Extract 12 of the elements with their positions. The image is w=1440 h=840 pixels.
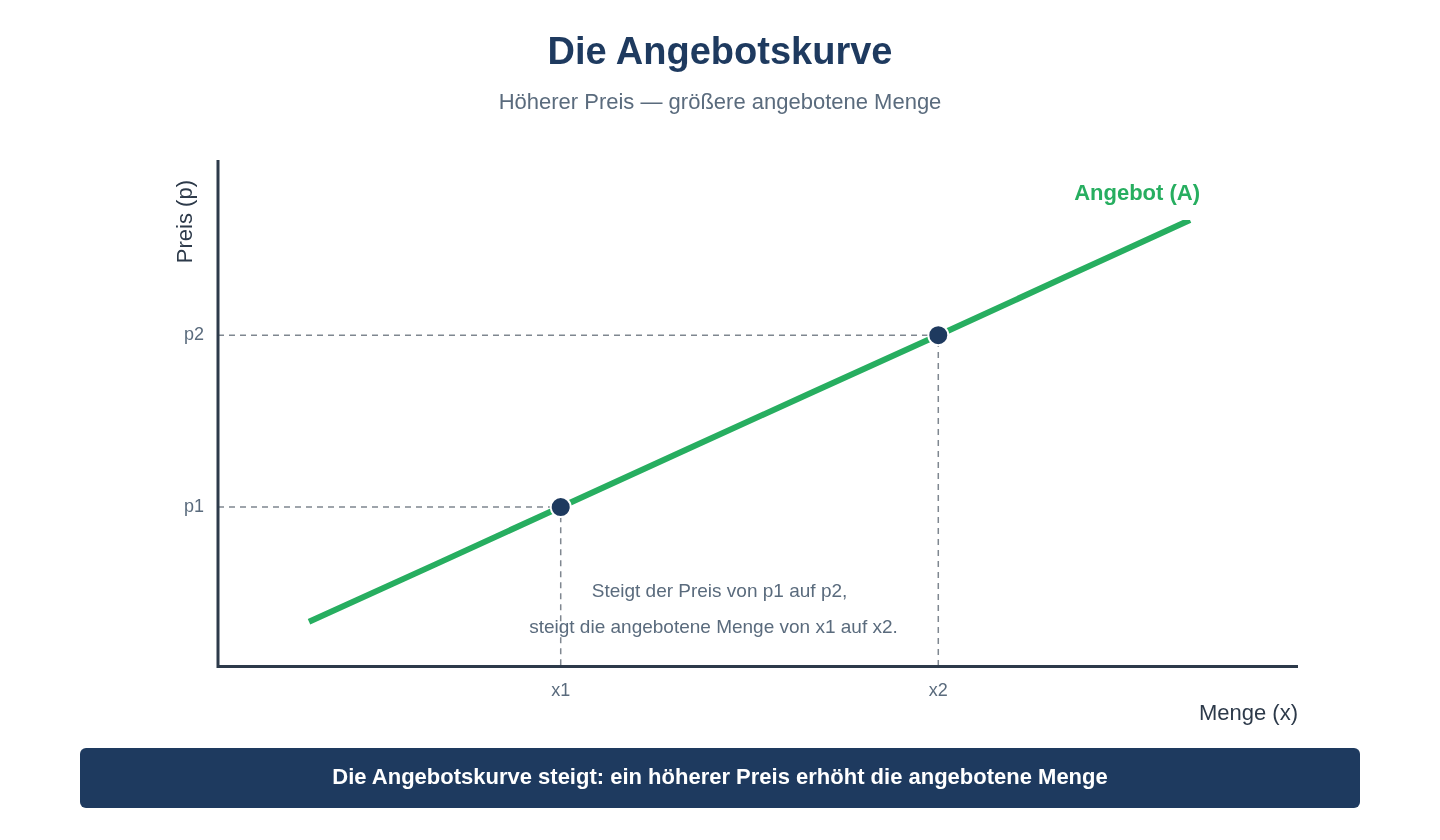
- text: p1: [183, 496, 204, 516]
- annotation: Steigt der Preis von p1 auf p2,: [591, 580, 848, 602]
- x-tick-label: x2: [928, 680, 948, 701]
- y-axis-title: Preis (p): [172, 180, 198, 264]
- text: Die Angebotskurve steigt: ein höherer Preis erhöht die angebotene Menge: [332, 764, 1108, 790]
- x-tick-label: x1: [551, 680, 571, 701]
- x-axis-title: Menge (x): [1198, 700, 1298, 726]
- chart-subtitle: Höherer Preis — größere angebotene Menge: [498, 89, 942, 115]
- series-label: Angebot (A): [1074, 180, 1200, 206]
- annotation: steigt die angebotene Menge von x1 auf x2.: [529, 616, 898, 638]
- chart-title: Die Angebotskurve: [547, 30, 893, 73]
- text: p2: [183, 324, 204, 345]
